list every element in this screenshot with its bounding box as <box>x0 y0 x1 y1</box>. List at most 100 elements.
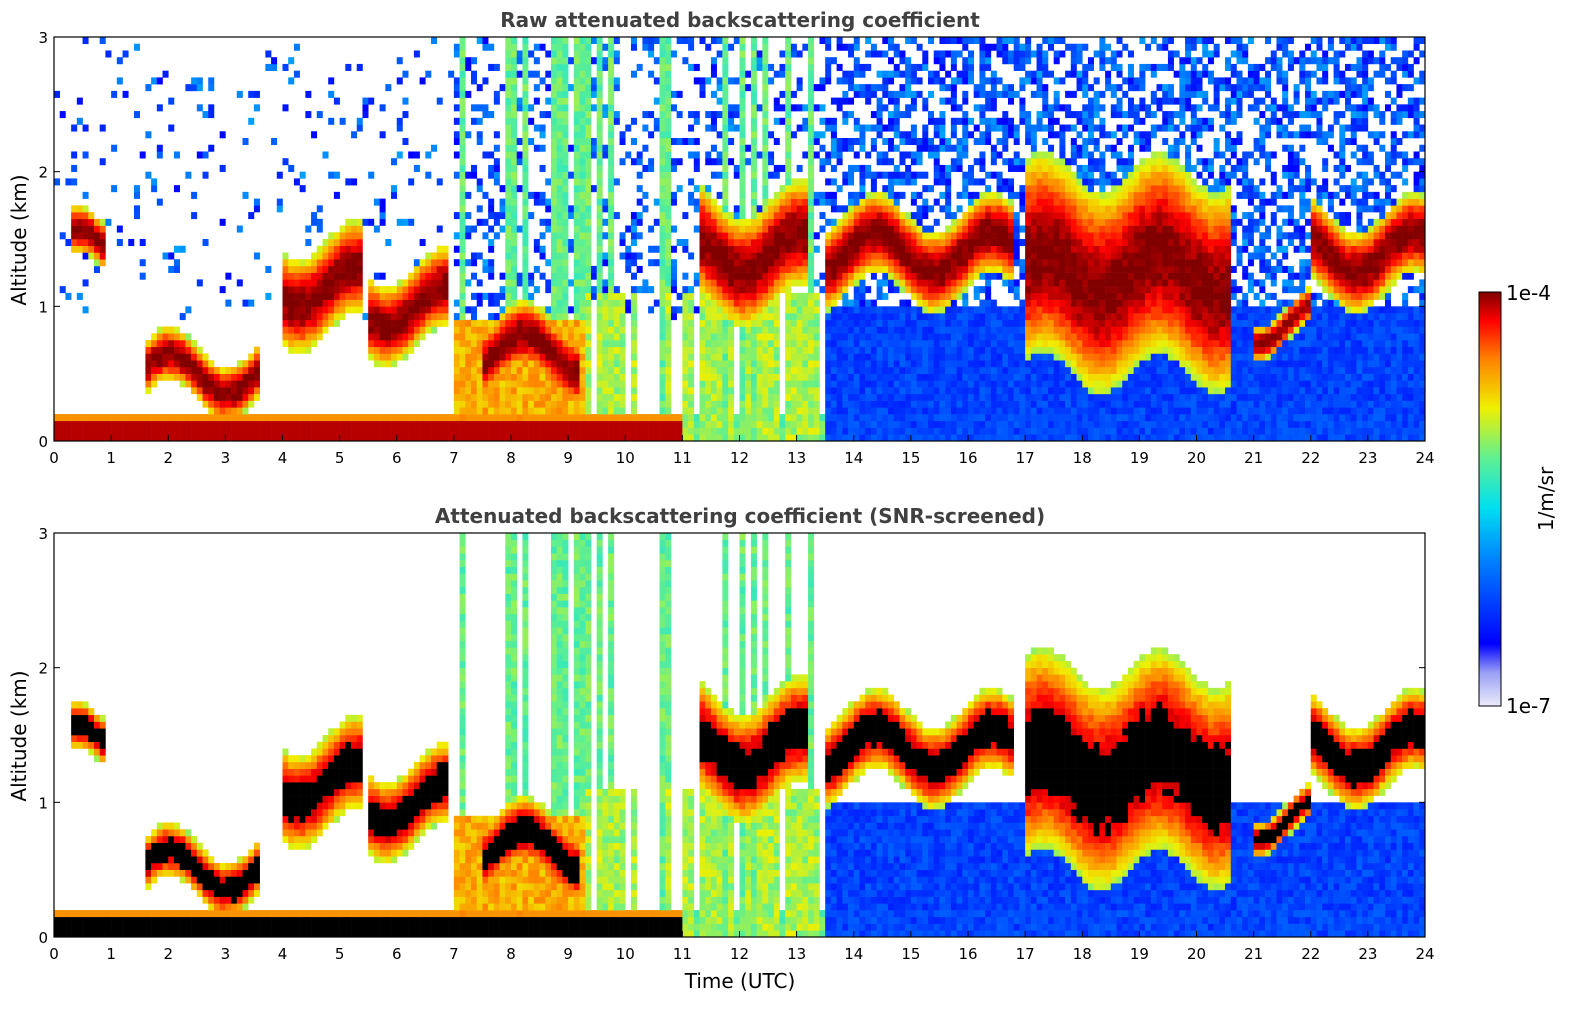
heatmap-cell <box>522 366 529 374</box>
heatmap-cell <box>545 414 552 422</box>
heatmap-cell <box>465 259 472 267</box>
heatmap-cell <box>185 171 192 179</box>
heatmap-cell <box>825 286 832 294</box>
heatmap-cell <box>739 144 746 152</box>
heatmap-cell <box>979 306 986 314</box>
heatmap-cell <box>488 259 495 267</box>
heatmap-cell <box>922 299 929 307</box>
heatmap-cell <box>482 340 489 348</box>
heatmap-cell <box>785 272 792 280</box>
heatmap-cell <box>248 373 255 381</box>
heatmap-cell <box>785 164 792 172</box>
heatmap-cell <box>853 225 860 233</box>
heatmap-cell <box>288 326 295 334</box>
heatmap-cell <box>762 427 769 435</box>
heatmap-cell <box>768 259 775 267</box>
heatmap-cell <box>922 407 929 415</box>
heatmap-cell <box>585 138 592 146</box>
heatmap-cell <box>739 272 746 280</box>
heatmap-cell <box>82 239 89 247</box>
heatmap-cell <box>82 420 89 428</box>
heatmap-cell <box>528 420 535 428</box>
heatmap-cell <box>385 427 392 435</box>
heatmap-cell <box>979 131 986 139</box>
heatmap-cell <box>739 70 746 78</box>
heatmap-cell <box>933 50 940 58</box>
heatmap-cell <box>888 57 895 65</box>
heatmap-cell <box>402 111 409 119</box>
heatmap-cell <box>465 306 472 314</box>
heatmap-cell <box>899 286 906 294</box>
heatmap-cell <box>870 198 877 206</box>
heatmap-cell <box>408 313 415 321</box>
heatmap-cell <box>522 393 529 401</box>
heatmap-cell <box>653 218 660 226</box>
heatmap-cell <box>945 138 952 146</box>
heatmap-cell <box>545 218 552 226</box>
heatmap-cell <box>859 346 866 354</box>
heatmap-cell <box>968 171 975 179</box>
heatmap-cell <box>779 414 786 422</box>
heatmap-cell <box>499 313 506 321</box>
heatmap-cell <box>511 84 518 92</box>
heatmap-cell <box>882 171 889 179</box>
heatmap-cell <box>453 84 460 92</box>
heatmap-cell <box>465 400 472 408</box>
heatmap-cell <box>813 427 820 435</box>
heatmap-cell <box>973 218 980 226</box>
heatmap-cell <box>385 434 392 442</box>
heatmap-cell <box>808 340 815 348</box>
heatmap-cell <box>573 265 580 273</box>
heatmap-cell <box>893 212 900 220</box>
heatmap-cell <box>768 333 775 341</box>
heatmap-cell <box>962 340 969 348</box>
heatmap-cell <box>573 171 580 179</box>
heatmap-cell <box>516 225 523 233</box>
heatmap-cell <box>950 272 957 280</box>
heatmap-cell <box>779 427 786 435</box>
heatmap-cell <box>859 414 866 422</box>
heatmap-cell <box>550 212 557 220</box>
heatmap-cell <box>453 427 460 435</box>
heatmap-cell <box>808 185 815 193</box>
heatmap-cell <box>573 414 580 422</box>
heatmap-cell <box>676 427 683 435</box>
heatmap-cell <box>231 393 238 401</box>
heatmap-cell <box>476 292 483 300</box>
heatmap-cell <box>145 340 152 348</box>
heatmap-cell <box>322 265 329 273</box>
heatmap-cell <box>82 232 89 240</box>
heatmap-cell <box>499 366 506 374</box>
heatmap-cell <box>208 407 215 415</box>
heatmap-cell <box>842 171 849 179</box>
heatmap-cell <box>653 420 660 428</box>
heatmap-cell <box>488 373 495 381</box>
heatmap-cell <box>905 259 912 267</box>
heatmap-cell <box>550 90 557 98</box>
heatmap-cell <box>236 279 243 287</box>
heatmap-cell <box>693 111 700 119</box>
heatmap-cell <box>916 292 923 300</box>
heatmap-cell <box>682 353 689 361</box>
heatmap-cell <box>665 360 672 368</box>
heatmap-cell <box>968 393 975 401</box>
heatmap-cell <box>956 245 963 253</box>
heatmap-cell <box>179 420 186 428</box>
heatmap-cell <box>505 171 512 179</box>
heatmap-cell <box>750 205 757 213</box>
heatmap-cell <box>848 144 855 152</box>
heatmap-cell <box>882 70 889 78</box>
heatmap-cell <box>705 380 712 388</box>
heatmap-cell <box>613 111 620 119</box>
heatmap-cell <box>779 286 786 294</box>
heatmap-cell <box>236 225 243 233</box>
heatmap-cell <box>482 292 489 300</box>
heatmap-cell <box>899 366 906 374</box>
heatmap-cell <box>882 151 889 159</box>
heatmap-cell <box>351 232 358 240</box>
heatmap-cell <box>870 245 877 253</box>
heatmap-cell <box>71 164 78 172</box>
heatmap-cell <box>945 144 952 152</box>
heatmap-cell <box>956 164 963 172</box>
heatmap-cell <box>768 205 775 213</box>
